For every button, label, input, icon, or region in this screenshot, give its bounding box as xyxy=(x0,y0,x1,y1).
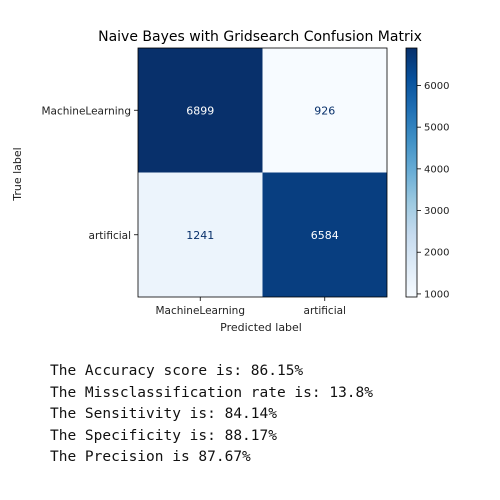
y-tick-label: artificial xyxy=(89,230,131,242)
metrics-output: The Accuracy score is: 86.15% The Misscl… xyxy=(50,361,373,469)
matrix-cell xyxy=(262,48,387,173)
precision-text: The Precision is 87.67% xyxy=(50,449,251,465)
confusion-matrix-chart: Naive Bayes with Gridsearch Confusion Ma… xyxy=(11,29,449,334)
cell-value-label: 926 xyxy=(314,104,335,117)
x-tick-label: MachineLearning xyxy=(155,305,245,317)
y-axis-label: True label xyxy=(11,147,24,201)
cell-value-label: 6899 xyxy=(186,104,214,117)
specificity-text: The Specificity is: 88.17% xyxy=(50,427,277,444)
cell-value-label: 6584 xyxy=(311,229,339,242)
x-tick-labels: MachineLearning artificial xyxy=(155,297,346,317)
x-axis-label: Predicted label xyxy=(220,321,302,334)
colorbar-ticks: 1000 2000 3000 4000 5000 6000 xyxy=(417,81,449,300)
colorbar-tick-label: 1000 xyxy=(424,289,449,300)
x-tick-label: artificial xyxy=(304,305,346,317)
matrix-cell xyxy=(138,48,263,173)
colorbar xyxy=(405,47,418,298)
matrix-cell xyxy=(138,172,263,297)
missclassification-text: The Missclassification rate is: 13.8% xyxy=(50,384,374,401)
colorbar-tick-label: 6000 xyxy=(424,81,449,92)
colorbar-tick-label: 4000 xyxy=(424,164,449,175)
y-tick-labels: MachineLearning artificial xyxy=(41,105,138,242)
sensitivity-text: The Sensitivity is: 84.14% xyxy=(50,406,277,422)
cell-value-label: 1241 xyxy=(186,229,214,242)
colorbar-tick-label: 2000 xyxy=(424,248,449,259)
accuracy-text: The Accuracy score is: 86.15% xyxy=(50,363,304,379)
matrix-frame xyxy=(137,47,388,298)
matrix-cells: 6899 926 1241 6584 xyxy=(137,47,388,298)
chart-title: Naive Bayes with Gridsearch Confusion Ma… xyxy=(98,29,422,45)
colorbar-tick-label: 3000 xyxy=(424,206,449,217)
y-tick-label: MachineLearning xyxy=(41,105,131,117)
colorbar-tick-label: 5000 xyxy=(424,123,449,134)
matrix-cell xyxy=(262,172,387,297)
